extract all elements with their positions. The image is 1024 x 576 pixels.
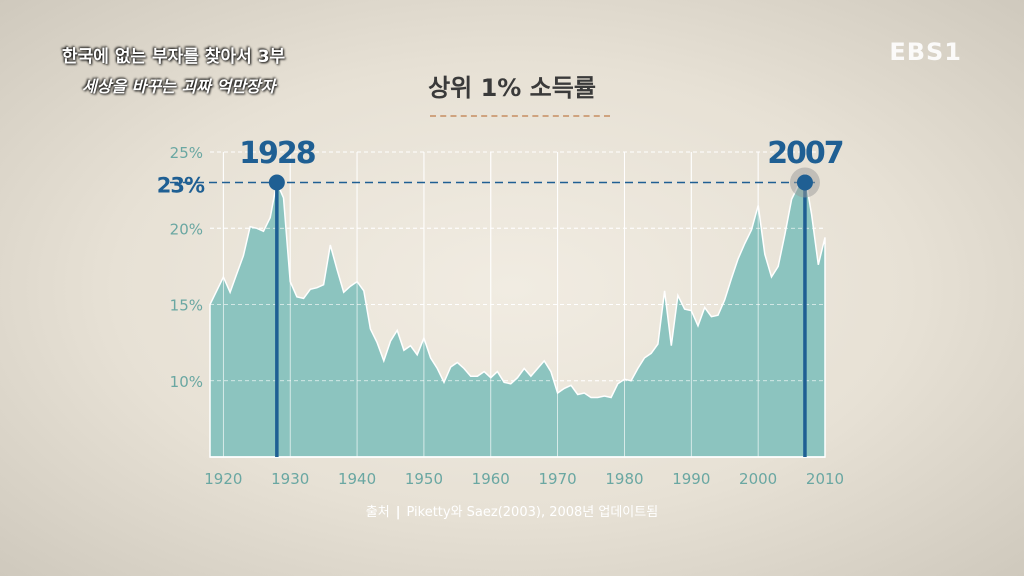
- income-share-area: [209, 172, 826, 458]
- x-tick-label: 1980: [605, 470, 643, 488]
- episode-subtitle: 세상을 바꾸는 괴짜 억만장자: [82, 77, 276, 96]
- x-tick-label: 1930: [271, 470, 309, 488]
- chart-grid-overlay: [210, 151, 825, 457]
- x-tick-label: 1940: [338, 470, 376, 488]
- channel-logo: EBS1: [889, 38, 962, 66]
- x-tick-label: 1990: [672, 470, 710, 488]
- source-text: Piketty와 Saez(2003), 2008년 업데이트됨: [406, 505, 659, 520]
- y-tick-label: 15%: [170, 297, 203, 315]
- program-title: 한국에 없는 부자를 찾아서 3부: [62, 47, 286, 67]
- source-separator: |: [395, 505, 401, 520]
- annotation-label-1928: 1928: [239, 136, 316, 171]
- x-tick-label: 2000: [739, 470, 777, 488]
- x-tick-label: 1970: [539, 470, 577, 488]
- y-tick-label: 25%: [170, 144, 203, 162]
- y-tick-label: 10%: [170, 373, 203, 391]
- program-title-overlay: 한국에 없는 부자를 찾아서 3부 세상을 바꾸는 괴짜 억만장자: [62, 42, 285, 97]
- x-tick-label: 2010: [806, 470, 844, 488]
- chart-source: 출처 | Piketty와 Saez(2003), 2008년 업데이트됨: [0, 501, 1024, 520]
- annotation-dot-2007: [796, 174, 813, 191]
- annotation-label-2007: 2007: [767, 136, 843, 171]
- x-tick-label: 1950: [405, 470, 443, 488]
- x-tick-label: 1960: [472, 470, 510, 488]
- chart-title: 상위 1% 소득률: [428, 74, 596, 102]
- reference-label-23: 23%: [157, 174, 205, 198]
- source-label: 출처: [365, 505, 390, 520]
- x-tick-label: 1920: [204, 470, 242, 488]
- annotation-dot-1928: [268, 174, 285, 191]
- title-underline: [430, 115, 610, 117]
- y-tick-label: 20%: [170, 220, 203, 238]
